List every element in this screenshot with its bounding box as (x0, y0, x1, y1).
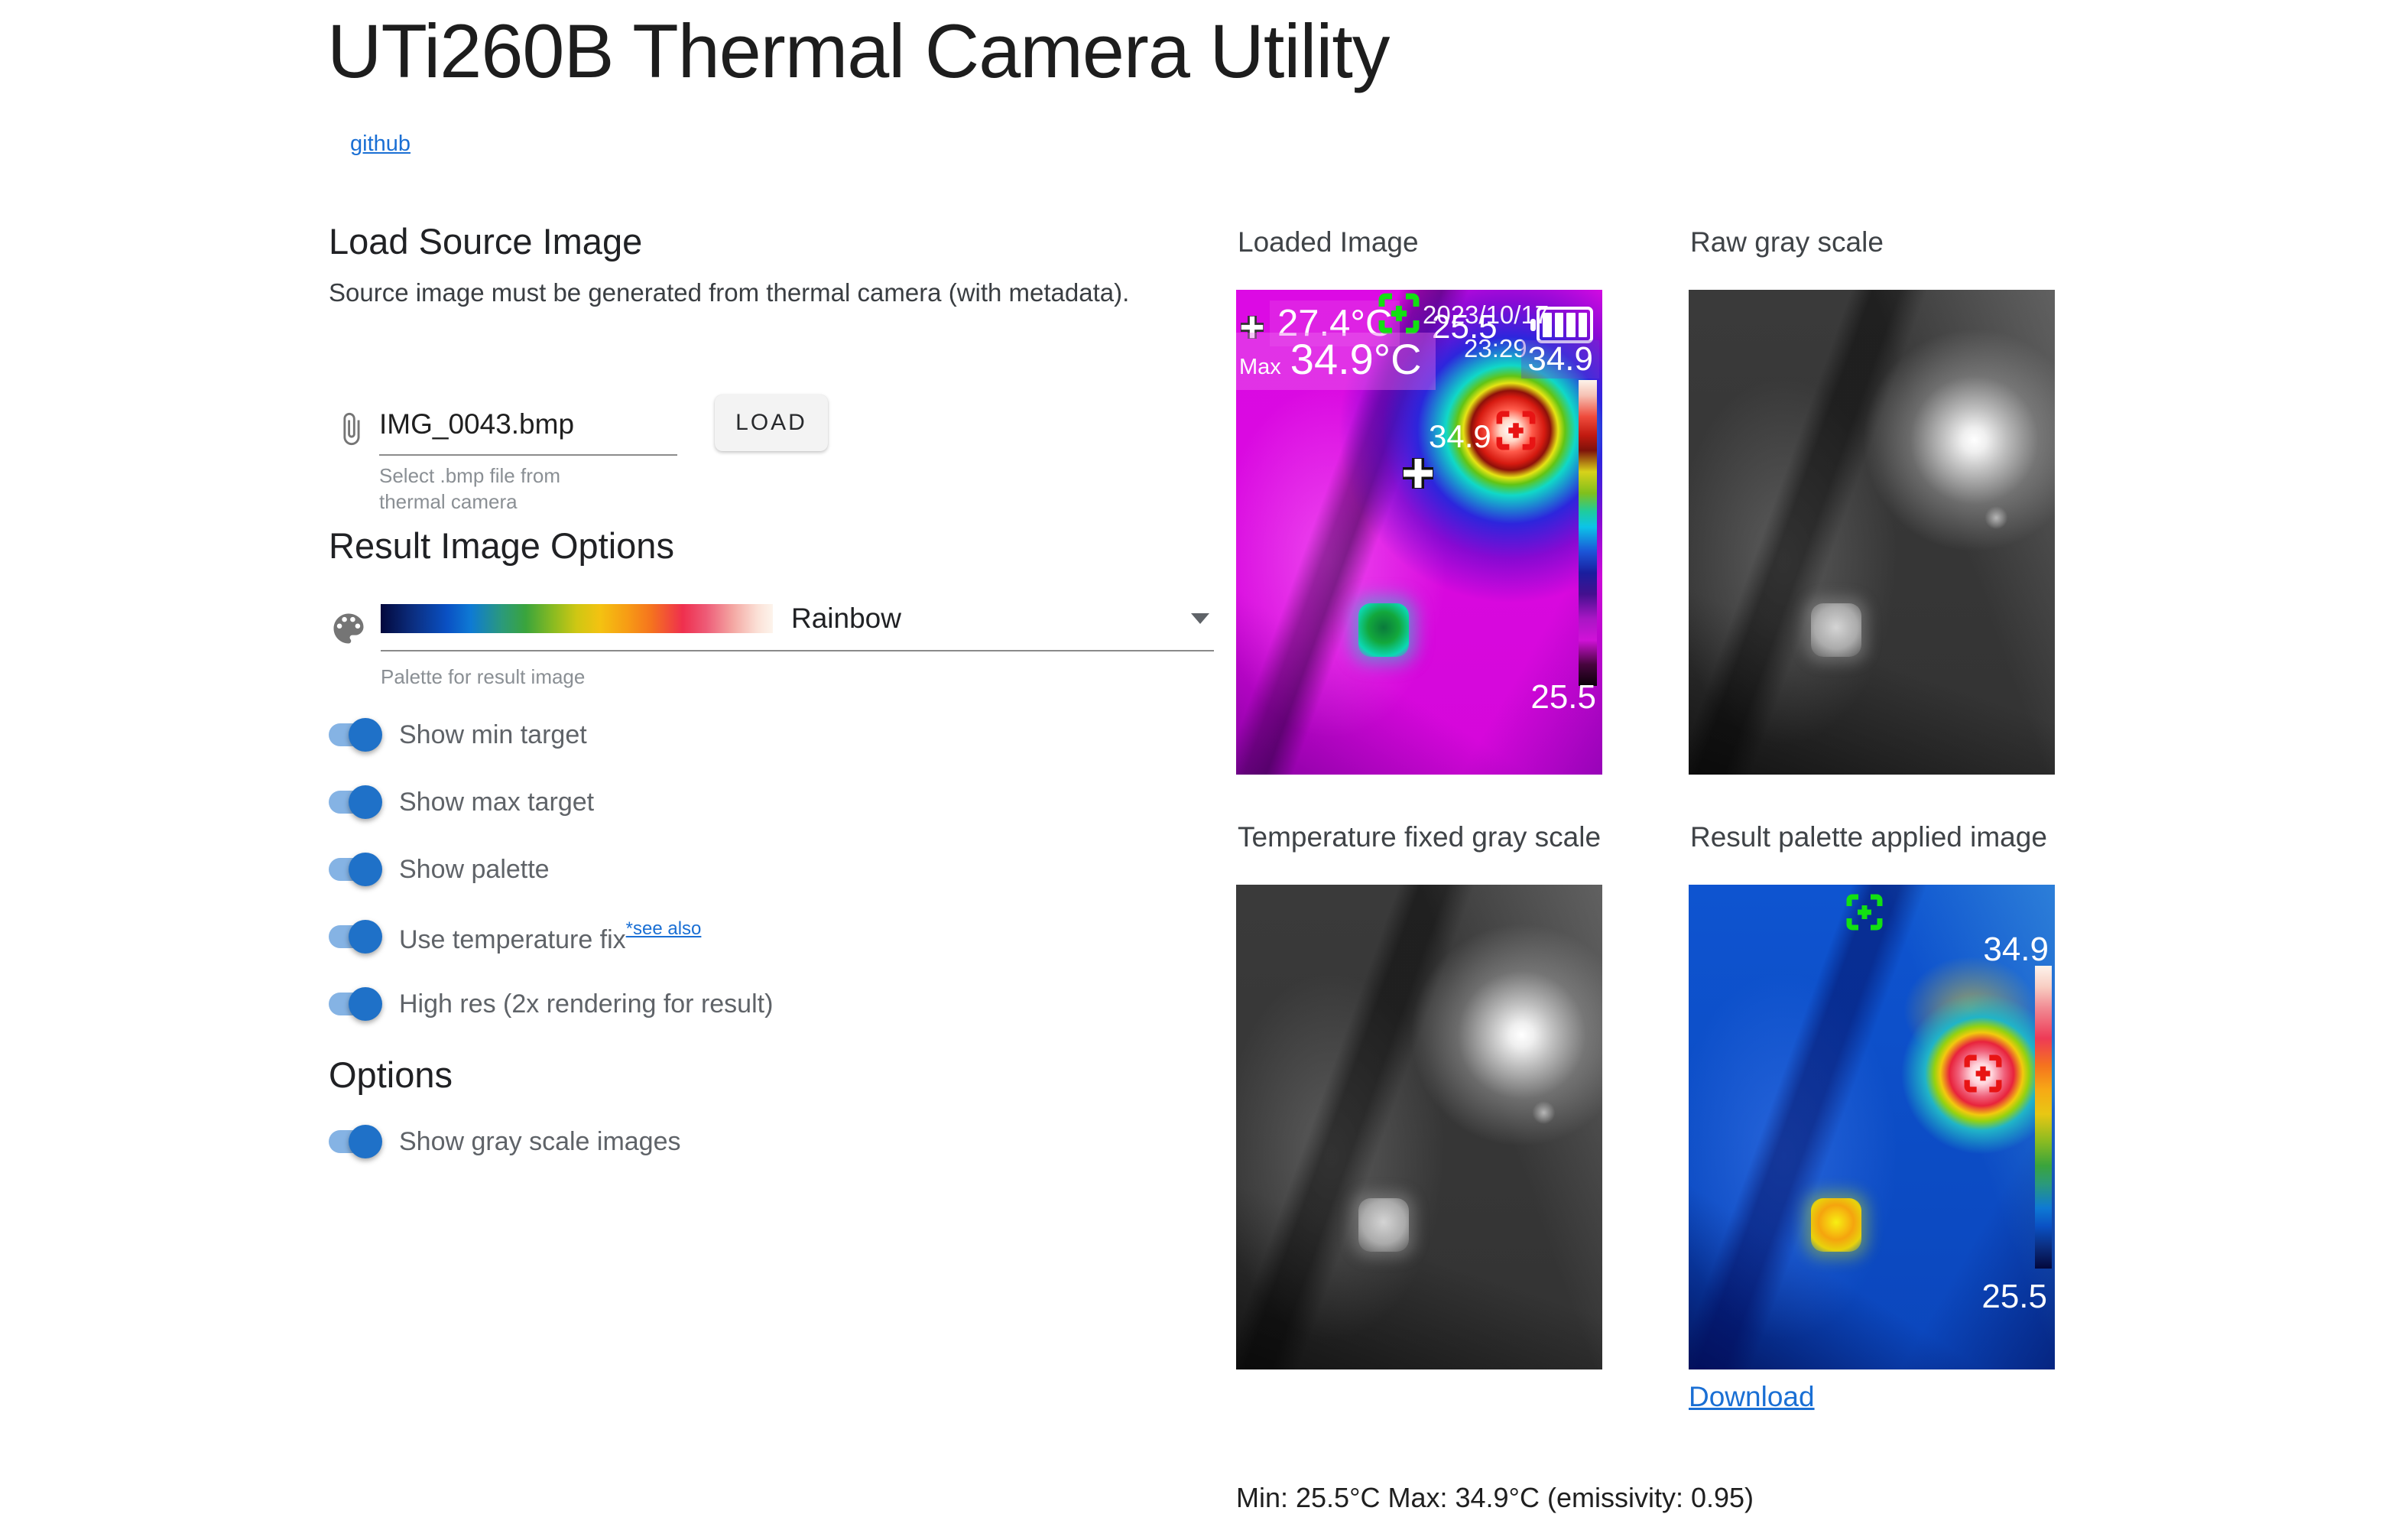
max-temp-readout: Max 34.9°C (1236, 333, 1436, 390)
load-section-description: Source image must be generated from ther… (329, 278, 1130, 307)
see-also-link[interactable]: *see also (625, 918, 702, 939)
toggle-switch[interactable] (329, 853, 382, 886)
paperclip-icon (343, 412, 360, 446)
status-summary: Min: 25.5°C Max: 34.9°C (emissivity: 0.9… (1236, 1482, 1754, 1513)
raw-gray-image (1689, 290, 2055, 775)
toggle-label: Show gray scale images (399, 1126, 681, 1156)
camera-min-overlap: 25.5 (1432, 308, 1498, 346)
palette-helper-text: Palette for result image (381, 665, 586, 688)
toggle-switch[interactable] (329, 718, 382, 752)
scale-max-label: 34.9 (1983, 931, 2049, 968)
center-temp-readout: 27.4°C (1270, 301, 1400, 346)
download-link[interactable]: Download (1689, 1381, 1815, 1412)
toggle-show-min-target[interactable]: Show min target (329, 717, 773, 752)
github-link[interactable]: github (350, 132, 411, 156)
palette-selected-value: Rainbow (791, 603, 901, 634)
cool-object-blob (1358, 603, 1409, 657)
file-helper-text: Select .bmp file from thermal camera (379, 464, 560, 513)
loaded-thermal-image: 27.4°C 2023/10/17 25.5 23:29 Max 34.9°C … (1236, 290, 1602, 775)
center-marker-icon (1403, 458, 1433, 489)
cool-object-blob (1811, 603, 1861, 657)
camera-date: 2023/10/17 (1423, 301, 1550, 329)
temperature-colorbar (1579, 380, 1597, 686)
scale-max-label: 34.9 (1521, 340, 1599, 379)
center-crosshair-icon (1240, 315, 1264, 340)
cool-object-blob (1358, 1198, 1409, 1252)
result-palette-image: 34.9 25.5 (1689, 885, 2055, 1369)
toggle-high-res[interactable]: High res (2x rendering for result) (329, 986, 773, 1022)
palette-icon (333, 613, 364, 644)
result-options-toggles: Show min target Show max target Show pal… (329, 717, 773, 1054)
max-target-icon (1496, 411, 1536, 450)
min-target-icon (1846, 894, 1883, 931)
palette-select[interactable]: Rainbow (381, 603, 1214, 651)
toggle-label: Show palette (399, 854, 550, 884)
toggle-switch[interactable] (329, 785, 382, 819)
loaded-image-label: Loaded Image (1238, 226, 1419, 258)
toggle-show-gray-scale-images[interactable]: Show gray scale images (329, 1124, 681, 1159)
temp-fixed-gray-label: Temperature fixed gray scale (1238, 821, 1602, 853)
temperature-colorbar (2035, 966, 2052, 1269)
raw-gray-label: Raw gray scale (1690, 226, 1884, 258)
chevron-down-icon[interactable] (1191, 613, 1209, 624)
toggle-label: Show min target (399, 720, 587, 749)
scale-min-label: 25.5 (1530, 678, 1596, 716)
options-toggles: Show gray scale images (329, 1124, 681, 1191)
load-button[interactable]: LOAD (715, 395, 828, 451)
camera-time: 23:29 (1464, 334, 1527, 362)
file-input-row: IMG_0043.bmp Select .bmp file from therm… (329, 391, 864, 521)
min-target-icon (1378, 293, 1420, 334)
toggle-show-palette[interactable]: Show palette (329, 852, 773, 887)
toggle-switch[interactable] (329, 1125, 382, 1158)
toggle-use-temperature-fix[interactable]: Use temperature fix*see also (329, 918, 773, 954)
max-target-icon (1964, 1054, 2002, 1093)
cool-object-blob (1811, 1198, 1861, 1252)
toggle-label: High res (2x rendering for result) (399, 989, 774, 1019)
toggle-switch[interactable] (329, 987, 382, 1021)
toggle-label: Show max target (399, 787, 595, 817)
page-title: UTi260B Thermal Camera Utility (327, 8, 1390, 93)
toggle-switch[interactable] (329, 920, 382, 954)
temp-fixed-gray-image (1236, 885, 1602, 1369)
battery-icon (1537, 307, 1593, 343)
toggle-show-max-target[interactable]: Show max target (329, 785, 773, 820)
load-section-heading: Load Source Image (329, 221, 643, 262)
hotspot-temp-label: 34.9 (1429, 418, 1491, 454)
palette-gradient-preview (381, 604, 773, 633)
toggle-label: Use temperature fix*see also (399, 918, 702, 954)
result-options-heading: Result Image Options (329, 525, 674, 566)
palette-select-row: Rainbow (329, 603, 1214, 651)
options-heading: Options (329, 1054, 453, 1095)
scale-min-label: 25.5 (1981, 1278, 2047, 1315)
file-name-field[interactable]: IMG_0043.bmp Select .bmp file from therm… (379, 391, 677, 515)
file-name-value[interactable]: IMG_0043.bmp (379, 391, 677, 456)
result-image-label: Result palette applied image (1690, 821, 2047, 853)
